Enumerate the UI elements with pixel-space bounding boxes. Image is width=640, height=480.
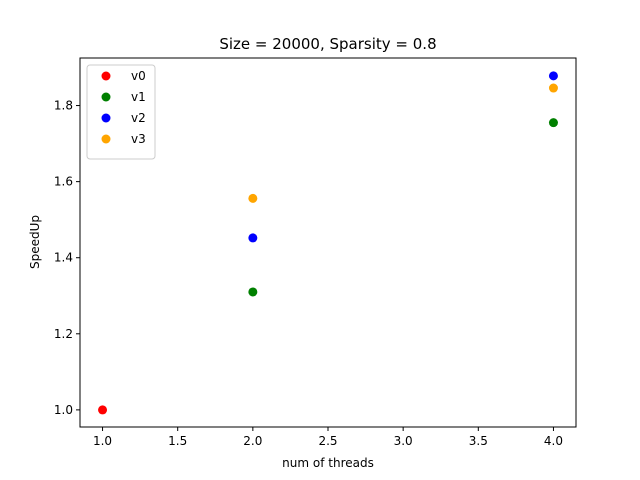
x-tick-label: 2.0	[243, 434, 262, 448]
y-tick-label: 1.4	[54, 251, 73, 265]
x-axis-label: num of threads	[282, 456, 374, 470]
point-v3-0	[248, 193, 258, 203]
y-tick-label: 1.2	[54, 327, 73, 341]
x-tick-label: 3.5	[469, 434, 488, 448]
y-axis-label: SpeedUp	[28, 215, 42, 269]
legend-marker-v0	[101, 71, 111, 81]
plot-area: 1.0 1.5 2.0 2.5 3.0 3.5 4.0 1.0 1.2 1.4 1.6 1.8	[54, 57, 577, 448]
legend-marker-v2	[101, 113, 111, 123]
x-tick-label: 3.0	[394, 434, 413, 448]
chart-title: Size = 20000, Sparsity = 0.8	[219, 35, 436, 53]
x-tick-label: 1.5	[168, 434, 187, 448]
legend: v0 v1 v2 v3	[86, 64, 156, 160]
legend-label-v3: v3	[131, 132, 146, 146]
point-v2-0	[248, 233, 258, 243]
point-v2-1	[548, 71, 558, 81]
y-tick-label: 1.6	[54, 175, 73, 189]
point-v0-0	[98, 405, 108, 415]
x-tick-label: 2.5	[318, 434, 337, 448]
x-tick-label: 4.0	[544, 434, 563, 448]
legend-label-v0: v0	[131, 69, 146, 83]
legend-label-v2: v2	[131, 111, 146, 125]
legend-marker-v1	[101, 92, 111, 102]
y-tick-label: 1.8	[54, 99, 73, 113]
legend-marker-v3	[101, 134, 111, 144]
y-tick-label: 1.0	[54, 403, 73, 417]
point-v1-0	[248, 287, 258, 297]
x-tick-label: 1.0	[93, 434, 112, 448]
point-v3-1	[548, 83, 558, 93]
legend-label-v1: v1	[131, 90, 146, 104]
point-v1-1	[548, 118, 558, 128]
